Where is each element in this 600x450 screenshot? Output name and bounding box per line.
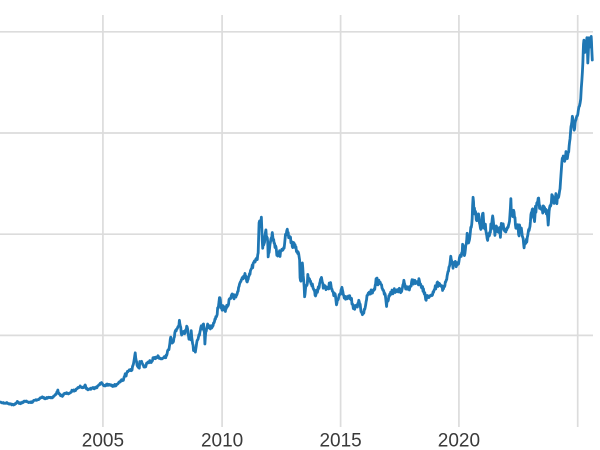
svg-text:2020: 2020 bbox=[438, 431, 480, 450]
svg-text:2005: 2005 bbox=[82, 431, 124, 450]
svg-text:2015: 2015 bbox=[319, 431, 361, 450]
svg-text:2010: 2010 bbox=[201, 431, 243, 450]
